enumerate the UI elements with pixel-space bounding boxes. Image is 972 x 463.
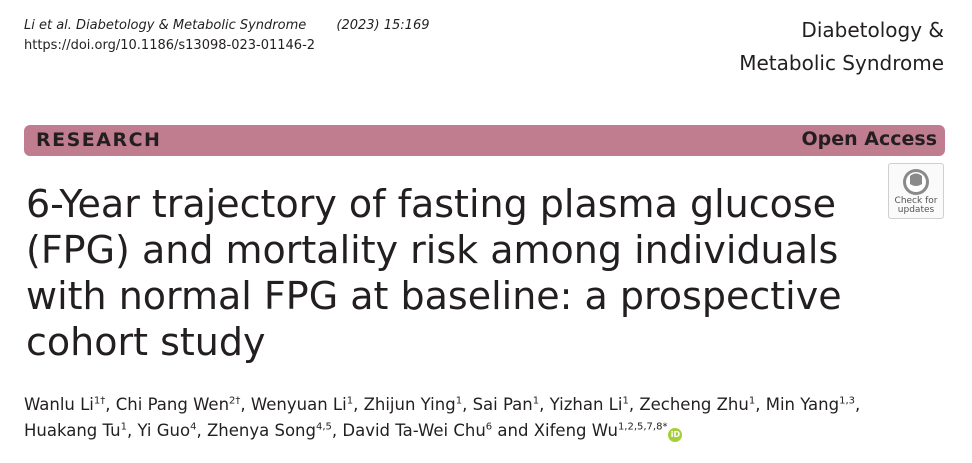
- author-name[interactable]: Yi Guo: [137, 421, 191, 440]
- open-access-label: Open Access: [801, 128, 937, 150]
- author-name[interactable]: Chi Pang Wen: [115, 395, 230, 414]
- author-name[interactable]: Xifeng Wu: [533, 421, 618, 440]
- article-title: 6-Year trajectory of fasting plasma gluc…: [26, 182, 842, 364]
- badge-line-1: Check for: [894, 196, 938, 206]
- journal-name: Diabetology & Metabolic Syndrome: [739, 14, 944, 80]
- author-name[interactable]: David Ta-Wei Chu: [342, 421, 486, 440]
- article-type-banner: RESEARCH Open Access: [24, 125, 945, 156]
- author-list: Wanlu Li1†, Chi Pang Wen2†, Wenyuan Li1,…: [24, 395, 861, 442]
- author-name[interactable]: Huakang Tu: [24, 421, 121, 440]
- orcid-icon[interactable]: iD: [668, 428, 683, 442]
- citation-header: Li et al. Diabetology & Metabolic Syndro…: [24, 16, 430, 56]
- author-name[interactable]: Wanlu Li: [24, 395, 94, 414]
- author-affiliation: 4,5: [315, 421, 332, 433]
- doi-link[interactable]: https://doi.org/10.1186/s13098-023-01146…: [24, 38, 316, 53]
- badge-line-2: updates: [897, 205, 935, 215]
- author-affiliation: 1: [622, 395, 629, 407]
- author-affiliation: 4: [190, 421, 197, 433]
- journal-citation: Li et al. Diabetology & Metabolic Syndro…: [24, 18, 307, 33]
- volume-info: (2023) 15:169: [336, 18, 430, 33]
- author-affiliation: 1†: [93, 395, 106, 407]
- author-affiliation: 1: [346, 395, 354, 407]
- section-label: RESEARCH: [36, 129, 162, 151]
- author-name[interactable]: Zhenya Song: [206, 421, 316, 440]
- author-name[interactable]: Wenyuan Li: [250, 395, 347, 414]
- check-for-updates-icon: [903, 169, 929, 195]
- author-name[interactable]: Zecheng Zhu: [639, 395, 749, 414]
- check-for-updates-badge[interactable]: Check for updates: [888, 163, 944, 219]
- author-affiliation: 1: [120, 421, 127, 433]
- author-name[interactable]: Yizhan Li: [549, 395, 623, 414]
- journal-name-line-2: Metabolic Syndrome: [739, 51, 944, 75]
- author-affiliation: 1: [455, 395, 463, 407]
- author-affiliation: 1,2,5,7,8*: [617, 421, 668, 433]
- author-name[interactable]: Sai Pan: [472, 395, 533, 414]
- author-affiliation: 1,3: [839, 395, 855, 407]
- author-name[interactable]: Zhijun Ying: [363, 395, 456, 414]
- author-name[interactable]: Min Yang: [765, 395, 840, 414]
- author-affiliation: 6: [485, 421, 493, 433]
- author-affiliation: 1: [748, 395, 756, 407]
- journal-name-line-1: Diabetology &: [801, 18, 944, 42]
- author-affiliation: 1: [532, 395, 540, 407]
- author-affiliation: 2†: [229, 395, 241, 407]
